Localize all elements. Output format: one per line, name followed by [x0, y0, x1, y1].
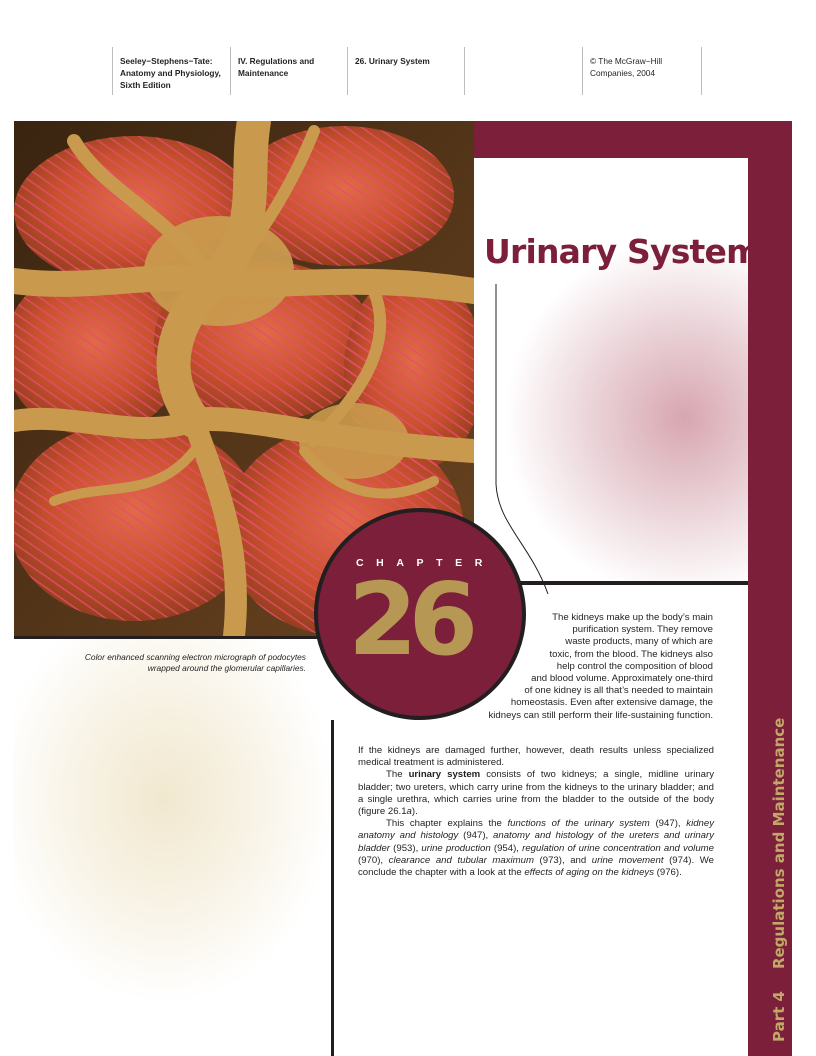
- chapter-badge: [314, 508, 526, 720]
- section-reference: urine movement: [591, 854, 664, 866]
- text-run: (954),: [490, 842, 523, 854]
- header-book-line: Seeley−Stephens−Tate:: [120, 56, 213, 66]
- key-term: urinary system: [408, 769, 481, 781]
- header-copyright-line: Companies, 2004: [590, 68, 656, 78]
- header-book-line: Sixth Edition: [120, 80, 171, 90]
- chapter-number: 26: [348, 561, 478, 678]
- decorative-curve: [495, 284, 549, 595]
- header-chapter: 26. Urinary System: [347, 47, 464, 95]
- text-run: (970),: [358, 854, 389, 866]
- paragraph-3: This chapter explains the functions of t…: [358, 818, 714, 879]
- text-run: (976).: [654, 867, 682, 879]
- paragraph-1-continued: If the kidneys are damaged further, howe…: [358, 745, 714, 769]
- podocyte-cell-body: [144, 216, 294, 326]
- part-number: Part 4: [770, 991, 788, 1042]
- text-run: (974). We conclude the chapter with a lo…: [358, 854, 714, 879]
- intro-line: toxic, from the blood. The kidneys also: [549, 648, 713, 660]
- intro-line: help control the composition of blood: [556, 660, 713, 672]
- figure-reference-letter: a: [406, 806, 412, 818]
- running-header: Seeley−Stephens−Tate: Anatomy and Physio…: [112, 47, 702, 97]
- header-copyright: © The McGraw−Hill Companies, 2004: [582, 47, 702, 95]
- text-run: This chapter explains the: [386, 818, 508, 830]
- part-sidebar: [748, 121, 792, 1056]
- section-reference: clearance and tubular maximum: [388, 854, 534, 866]
- body-text: If the kidneys are damaged further, howe…: [358, 745, 714, 879]
- intro-line: of one kidney is all that’s needed to ma…: [524, 685, 713, 697]
- section-reference: regulation of urine concentration and vo…: [522, 842, 714, 854]
- part-sidebar-label: Part 4 Regulations and Maintenance: [770, 718, 788, 1042]
- background-glow: [14, 639, 331, 1056]
- section-reference: kidney anatomy and histology: [358, 818, 714, 842]
- text-run: The: [386, 769, 409, 781]
- podocyte-cell-body: [299, 403, 409, 479]
- title-bar-accent: [474, 121, 748, 158]
- intro-line: homeostasis. Even after extensive damage…: [510, 697, 713, 709]
- header-part: IV. Regulations and Maintenance: [230, 47, 347, 95]
- chapter-title: Urinary System: [484, 232, 760, 271]
- part-title: Regulations and Maintenance: [770, 717, 788, 970]
- intro-line: and blood volume. Approximately one-thir…: [531, 673, 713, 685]
- text-run: (973), and: [533, 854, 592, 866]
- title-panel-rule: [474, 581, 748, 585]
- column-rule: [331, 720, 334, 1056]
- text-run: (947),: [649, 818, 687, 830]
- text-run: ).: [411, 806, 418, 818]
- header-copyright-line: © The McGraw−Hill: [590, 56, 663, 66]
- photo-bottom-rule: [14, 636, 329, 639]
- text-run: (947),: [458, 830, 494, 842]
- intro-line: kidneys can still perform their life-sus…: [488, 709, 714, 721]
- intro-line: The kidneys make up the body’s main: [552, 612, 713, 623]
- header-part-line: Maintenance: [238, 68, 289, 78]
- intro-line: waste products, many of which are: [565, 636, 713, 648]
- photo-caption: Color enhanced scanning electron microgr…: [84, 652, 306, 673]
- section-reference: urine production: [421, 842, 491, 854]
- section-reference: anatomy and histology of the ureters and…: [358, 830, 715, 854]
- title-panel: [474, 158, 748, 581]
- header-book-title: Seeley−Stephens−Tate: Anatomy and Physio…: [112, 47, 230, 95]
- text-run: (953),: [390, 842, 422, 854]
- section-reference: functions of the urinary system: [507, 818, 650, 830]
- paragraph-2: The urinary system consists of two kidne…: [358, 769, 714, 818]
- text-run: consists of two kidneys; a single, midli…: [358, 769, 714, 818]
- intro-line: purification system. They remove: [572, 624, 713, 636]
- section-reference: effects of aging on the kidneys: [524, 867, 655, 879]
- header-book-line: Anatomy and Physiology,: [120, 68, 221, 78]
- header-part-line: IV. Regulations and: [238, 56, 315, 66]
- intro-paragraph: The kidneys make up the body’s main puri…: [489, 612, 714, 722]
- chapter-label: CHAPTER: [356, 557, 495, 569]
- header-blank: [464, 47, 582, 95]
- header-chapter-line: 26. Urinary System: [355, 56, 430, 66]
